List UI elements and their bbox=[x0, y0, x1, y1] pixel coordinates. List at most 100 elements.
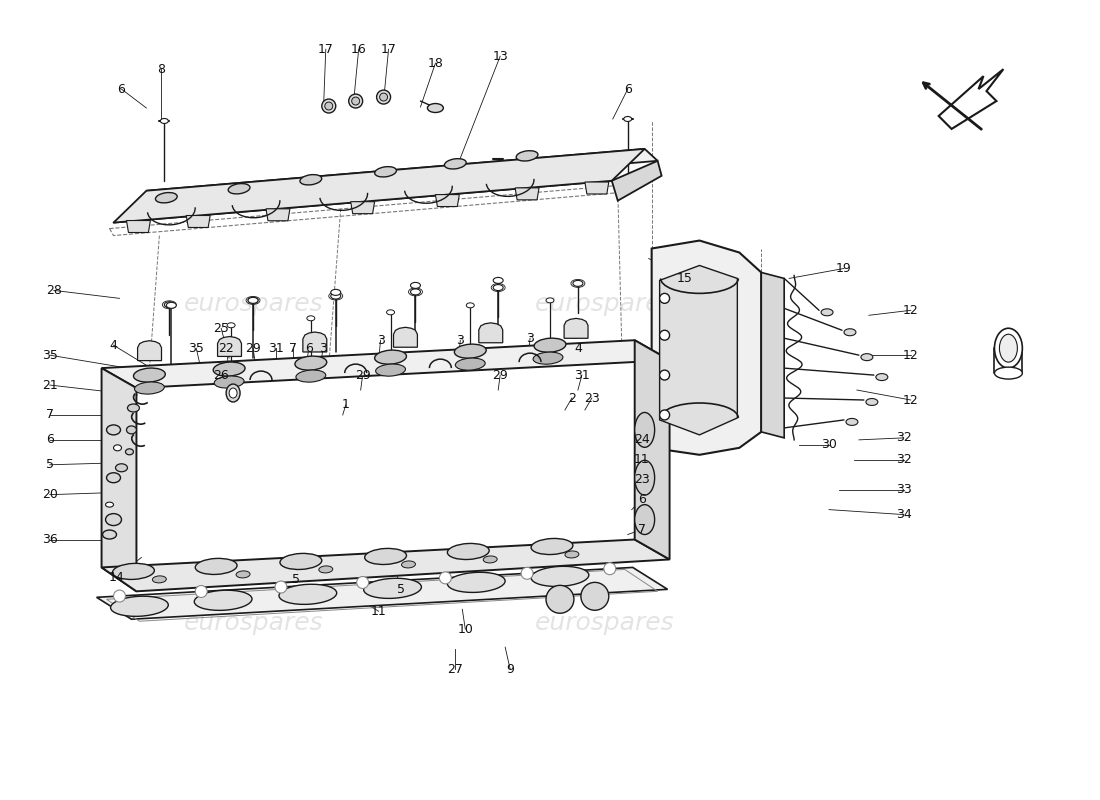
Ellipse shape bbox=[483, 556, 497, 563]
Text: 7: 7 bbox=[46, 409, 54, 422]
Text: 3: 3 bbox=[456, 334, 464, 346]
Ellipse shape bbox=[402, 561, 416, 568]
Text: 4: 4 bbox=[574, 342, 582, 354]
Circle shape bbox=[660, 294, 670, 303]
Text: 34: 34 bbox=[895, 508, 912, 521]
Text: 27: 27 bbox=[448, 662, 463, 675]
Text: 6: 6 bbox=[118, 82, 125, 95]
Ellipse shape bbox=[166, 302, 176, 308]
Polygon shape bbox=[564, 318, 589, 338]
Ellipse shape bbox=[280, 554, 322, 570]
Text: 7: 7 bbox=[289, 342, 297, 354]
Text: 24: 24 bbox=[634, 434, 650, 446]
Ellipse shape bbox=[375, 350, 407, 364]
Text: eurospares: eurospares bbox=[184, 611, 323, 635]
Ellipse shape bbox=[307, 316, 315, 321]
Polygon shape bbox=[302, 332, 327, 352]
Ellipse shape bbox=[213, 362, 245, 376]
Ellipse shape bbox=[134, 382, 164, 394]
Text: 36: 36 bbox=[42, 533, 57, 546]
Polygon shape bbox=[394, 327, 417, 347]
Polygon shape bbox=[351, 202, 375, 214]
Ellipse shape bbox=[153, 576, 166, 583]
Ellipse shape bbox=[534, 352, 563, 364]
Ellipse shape bbox=[195, 590, 252, 610]
Ellipse shape bbox=[164, 302, 174, 308]
Circle shape bbox=[521, 567, 534, 579]
Ellipse shape bbox=[296, 370, 326, 382]
Ellipse shape bbox=[300, 174, 321, 185]
Ellipse shape bbox=[635, 460, 654, 495]
Circle shape bbox=[376, 90, 390, 104]
Polygon shape bbox=[218, 337, 242, 357]
Ellipse shape bbox=[531, 538, 573, 554]
Text: 15: 15 bbox=[676, 272, 693, 285]
Text: 5: 5 bbox=[396, 583, 405, 596]
Ellipse shape bbox=[386, 310, 395, 314]
Ellipse shape bbox=[227, 322, 235, 328]
Ellipse shape bbox=[133, 368, 165, 382]
Text: 5: 5 bbox=[46, 458, 54, 471]
Ellipse shape bbox=[410, 282, 420, 288]
Polygon shape bbox=[101, 368, 136, 591]
Circle shape bbox=[352, 97, 360, 105]
Text: eurospares: eurospares bbox=[184, 292, 323, 316]
Ellipse shape bbox=[155, 193, 177, 203]
Text: 32: 32 bbox=[895, 454, 912, 466]
Ellipse shape bbox=[126, 426, 136, 434]
Text: 8: 8 bbox=[157, 62, 165, 76]
Text: 30: 30 bbox=[821, 438, 837, 451]
Polygon shape bbox=[585, 182, 608, 194]
Text: 6: 6 bbox=[624, 82, 631, 95]
Circle shape bbox=[322, 99, 335, 113]
Ellipse shape bbox=[546, 298, 554, 303]
Ellipse shape bbox=[493, 285, 503, 290]
Text: 11: 11 bbox=[634, 454, 650, 466]
Ellipse shape bbox=[196, 558, 238, 574]
Ellipse shape bbox=[107, 425, 121, 435]
Text: 4: 4 bbox=[110, 338, 118, 352]
Text: 31: 31 bbox=[268, 342, 284, 354]
Circle shape bbox=[660, 410, 670, 420]
Text: 6: 6 bbox=[305, 342, 312, 354]
Circle shape bbox=[324, 102, 333, 110]
Text: 28: 28 bbox=[46, 284, 62, 297]
Ellipse shape bbox=[125, 449, 133, 455]
Polygon shape bbox=[126, 221, 151, 233]
Text: 6: 6 bbox=[46, 434, 54, 446]
Ellipse shape bbox=[331, 293, 341, 299]
Text: 18: 18 bbox=[428, 57, 443, 70]
Text: eurospares: eurospares bbox=[535, 292, 674, 316]
Text: 12: 12 bbox=[903, 394, 918, 406]
Ellipse shape bbox=[112, 563, 154, 579]
Text: 25: 25 bbox=[213, 322, 229, 334]
Ellipse shape bbox=[455, 358, 485, 370]
Circle shape bbox=[349, 94, 363, 108]
Text: 33: 33 bbox=[895, 483, 912, 496]
Ellipse shape bbox=[466, 303, 474, 308]
Ellipse shape bbox=[493, 278, 503, 283]
Ellipse shape bbox=[331, 290, 341, 295]
Ellipse shape bbox=[846, 418, 858, 426]
Text: 3: 3 bbox=[526, 332, 534, 345]
Text: 12: 12 bbox=[903, 349, 918, 362]
Circle shape bbox=[604, 562, 616, 574]
Ellipse shape bbox=[229, 388, 238, 398]
Text: 35: 35 bbox=[188, 342, 205, 354]
Circle shape bbox=[356, 577, 369, 589]
Text: 29: 29 bbox=[245, 342, 261, 354]
Polygon shape bbox=[478, 323, 503, 342]
Text: 32: 32 bbox=[895, 431, 912, 444]
Circle shape bbox=[275, 581, 287, 593]
Text: 16: 16 bbox=[351, 42, 366, 56]
Text: 3: 3 bbox=[319, 342, 327, 354]
Text: 5: 5 bbox=[292, 573, 300, 586]
Text: 3: 3 bbox=[376, 334, 385, 346]
Ellipse shape bbox=[444, 158, 466, 169]
Ellipse shape bbox=[531, 566, 588, 586]
Ellipse shape bbox=[624, 117, 631, 122]
Circle shape bbox=[660, 370, 670, 380]
Ellipse shape bbox=[994, 328, 1022, 368]
Circle shape bbox=[195, 586, 207, 598]
Text: 13: 13 bbox=[493, 50, 508, 62]
